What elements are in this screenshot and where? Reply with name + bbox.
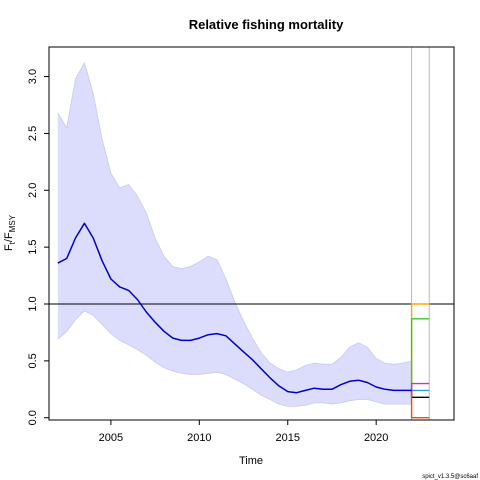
y-tick-label-1: 0.5	[27, 353, 39, 368]
y-label-sub1: t	[8, 241, 17, 244]
x-tick-label-2005: 2005	[99, 432, 123, 444]
y-tick-label-0: 0.0	[27, 410, 39, 425]
y-tick-label-6: 3.0	[27, 69, 39, 84]
y-tick-label-4: 2.0	[27, 183, 39, 198]
confidence-band-lower	[57, 310, 412, 407]
y-tick-label-5: 2.5	[27, 126, 39, 141]
plot-frame	[48, 46, 455, 421]
forecast-scenario-line-1	[410, 303, 430, 391]
forecast-scenario-line-3	[410, 382, 430, 391]
x-axis: 2005 2010 2015 2020	[99, 420, 388, 444]
y-axis-label: Ft/FMSY	[3, 214, 17, 251]
y-label-sub2: MSY	[8, 214, 17, 232]
confidence-band	[57, 62, 412, 407]
footnote: spict_v1.3.5@sc6aaf	[422, 474, 478, 480]
x-tick-label-2015: 2015	[276, 432, 300, 444]
confidence-band-upper	[57, 61, 412, 373]
series-layer	[57, 222, 412, 394]
y-label-main: F	[3, 244, 15, 251]
series-line-1	[57, 222, 412, 394]
forecast-scenario-line-5	[410, 390, 430, 398]
forecast-scenario-line-6	[410, 390, 430, 419]
y-tick-label-2: 1.0	[27, 296, 39, 311]
chart-title: Relative fishing mortality	[189, 17, 344, 32]
x-tick-label-2010: 2010	[187, 432, 211, 444]
x-axis-label: Time	[239, 455, 263, 467]
y-tick-label-3: 1.5	[27, 239, 39, 254]
forecast-scenario-line-2	[410, 318, 430, 391]
y-label-sep: /F	[3, 232, 15, 242]
confidence-band-layer	[57, 61, 412, 407]
x-tick-label-2020: 2020	[364, 432, 388, 444]
forecast-scenario-layer	[410, 303, 430, 419]
y-axis: 0.0 0.5 1.0 1.5 2.0 2.5 3.0	[27, 69, 49, 425]
